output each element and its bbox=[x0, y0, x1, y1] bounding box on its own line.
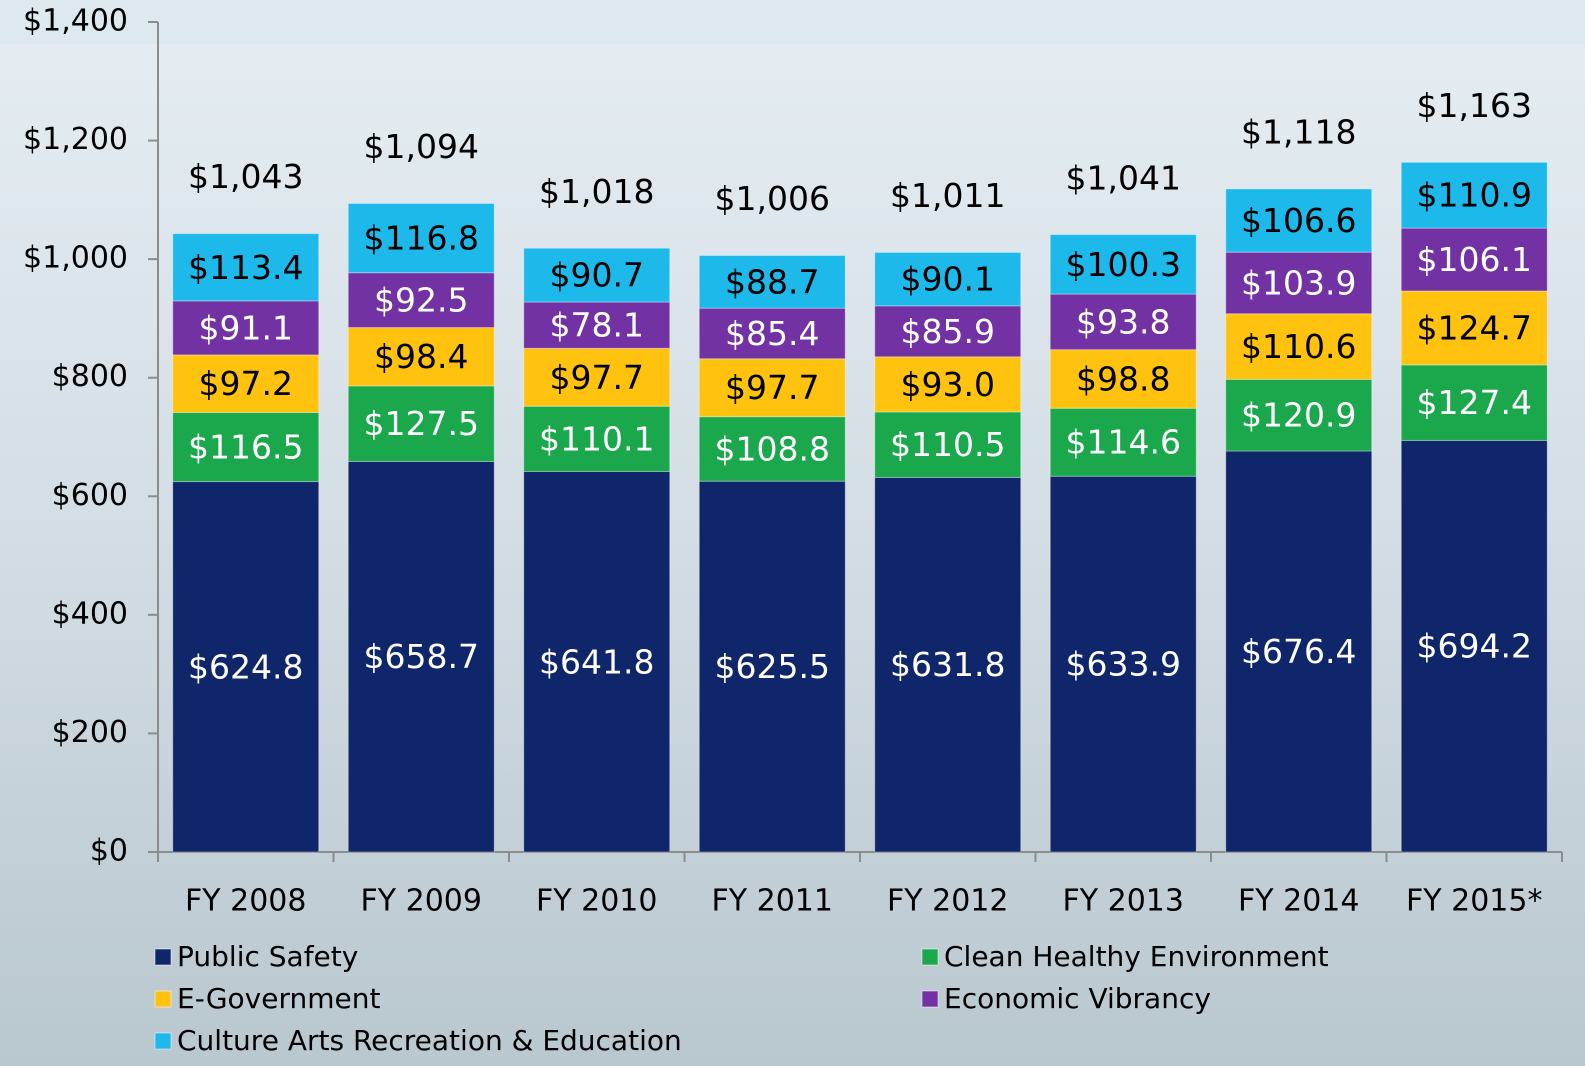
x-tick-label: FY 2009 bbox=[361, 884, 482, 919]
data-label: $103.9 bbox=[1241, 263, 1356, 302]
data-label: $85.9 bbox=[901, 312, 995, 351]
total-label: $1,006 bbox=[715, 179, 830, 218]
data-label: $116.8 bbox=[364, 219, 479, 258]
data-label: $90.7 bbox=[550, 256, 644, 295]
legend-swatch bbox=[922, 991, 938, 1007]
data-label: $110.1 bbox=[539, 419, 654, 458]
data-label: $106.1 bbox=[1417, 240, 1532, 279]
x-tick-label: FY 2011 bbox=[712, 884, 833, 919]
data-label: $113.4 bbox=[188, 248, 303, 287]
total-label: $1,018 bbox=[539, 172, 654, 211]
y-tick-label: $0 bbox=[90, 834, 128, 869]
y-tick-label: $400 bbox=[52, 596, 128, 631]
data-label: $106.6 bbox=[1241, 201, 1356, 240]
legend-swatch bbox=[155, 949, 171, 965]
data-label: $90.1 bbox=[901, 260, 995, 299]
y-tick-label: $200 bbox=[52, 715, 128, 750]
total-label: $1,118 bbox=[1241, 113, 1356, 152]
y-tick-label: $600 bbox=[52, 478, 128, 513]
data-label: $110.5 bbox=[890, 425, 1005, 464]
data-label: $127.4 bbox=[1417, 383, 1532, 422]
data-label: $658.7 bbox=[364, 637, 479, 676]
data-label: $98.4 bbox=[374, 337, 468, 376]
x-tick-label: FY 2013 bbox=[1063, 884, 1184, 919]
data-label: $633.9 bbox=[1066, 645, 1181, 684]
x-tick-label: FY 2012 bbox=[887, 884, 1008, 919]
data-label: $110.9 bbox=[1417, 176, 1532, 215]
legend-label: Clean Healthy Environment bbox=[944, 940, 1329, 973]
legend-swatch bbox=[155, 1033, 171, 1049]
total-label: $1,011 bbox=[890, 176, 1005, 215]
data-label: $641.8 bbox=[539, 642, 654, 681]
legend-label: Culture Arts Recreation & Education bbox=[177, 1024, 682, 1057]
data-label: $120.9 bbox=[1241, 396, 1356, 435]
chart: $0 $200 $400 $600 $800 $1,000 $1,200 $1,400 FY 2… bbox=[0, 0, 1585, 1066]
data-label: $116.5 bbox=[188, 428, 303, 467]
data-label: $93.8 bbox=[1076, 302, 1170, 341]
legend-swatch bbox=[155, 991, 171, 1007]
data-label: $92.5 bbox=[374, 281, 468, 320]
y-tick-label: $800 bbox=[52, 359, 128, 394]
data-label: $110.6 bbox=[1241, 327, 1356, 366]
data-label: $97.7 bbox=[550, 358, 644, 397]
total-label: $1,163 bbox=[1417, 86, 1532, 125]
y-tick-label: $1,400 bbox=[23, 4, 128, 39]
page: {"chart_data": {"type": "stacked_bar", "… bbox=[0, 0, 1585, 1066]
y-tick-label: $1,200 bbox=[23, 122, 128, 157]
x-tick-label: FY 2014 bbox=[1238, 884, 1359, 919]
x-tick-label: FY 2010 bbox=[536, 884, 657, 919]
data-label: $97.2 bbox=[199, 364, 293, 403]
legend-label: Economic Vibrancy bbox=[944, 982, 1211, 1015]
data-label: $631.8 bbox=[890, 645, 1005, 684]
data-label: $124.7 bbox=[1417, 308, 1532, 347]
data-label: $91.1 bbox=[199, 308, 293, 347]
data-label: $676.4 bbox=[1241, 632, 1356, 671]
data-label: $93.0 bbox=[901, 365, 995, 404]
data-label: $127.5 bbox=[364, 404, 479, 443]
data-label: $98.8 bbox=[1076, 359, 1170, 398]
top-band bbox=[0, 0, 1585, 44]
data-label: $88.7 bbox=[725, 262, 819, 301]
data-label: $694.2 bbox=[1417, 627, 1532, 666]
legend-swatch bbox=[922, 949, 938, 965]
data-label: $85.4 bbox=[725, 314, 819, 353]
y-tick-label: $1,000 bbox=[23, 241, 128, 276]
total-label: $1,041 bbox=[1066, 158, 1181, 197]
x-tick-label: FY 2008 bbox=[185, 884, 306, 919]
data-label: $624.8 bbox=[188, 647, 303, 686]
data-label: $78.1 bbox=[550, 306, 644, 345]
legend-label: Public Safety bbox=[177, 940, 358, 973]
data-label: $100.3 bbox=[1066, 245, 1181, 284]
legend-label: E-Government bbox=[177, 982, 380, 1015]
total-label: $1,094 bbox=[364, 127, 479, 166]
data-label: $625.5 bbox=[715, 647, 830, 686]
data-label: $108.8 bbox=[715, 429, 830, 468]
total-label: $1,043 bbox=[188, 157, 303, 196]
data-label: $114.6 bbox=[1066, 423, 1181, 462]
x-tick-label: FY 2015* bbox=[1406, 884, 1542, 919]
data-label: $97.7 bbox=[725, 368, 819, 407]
